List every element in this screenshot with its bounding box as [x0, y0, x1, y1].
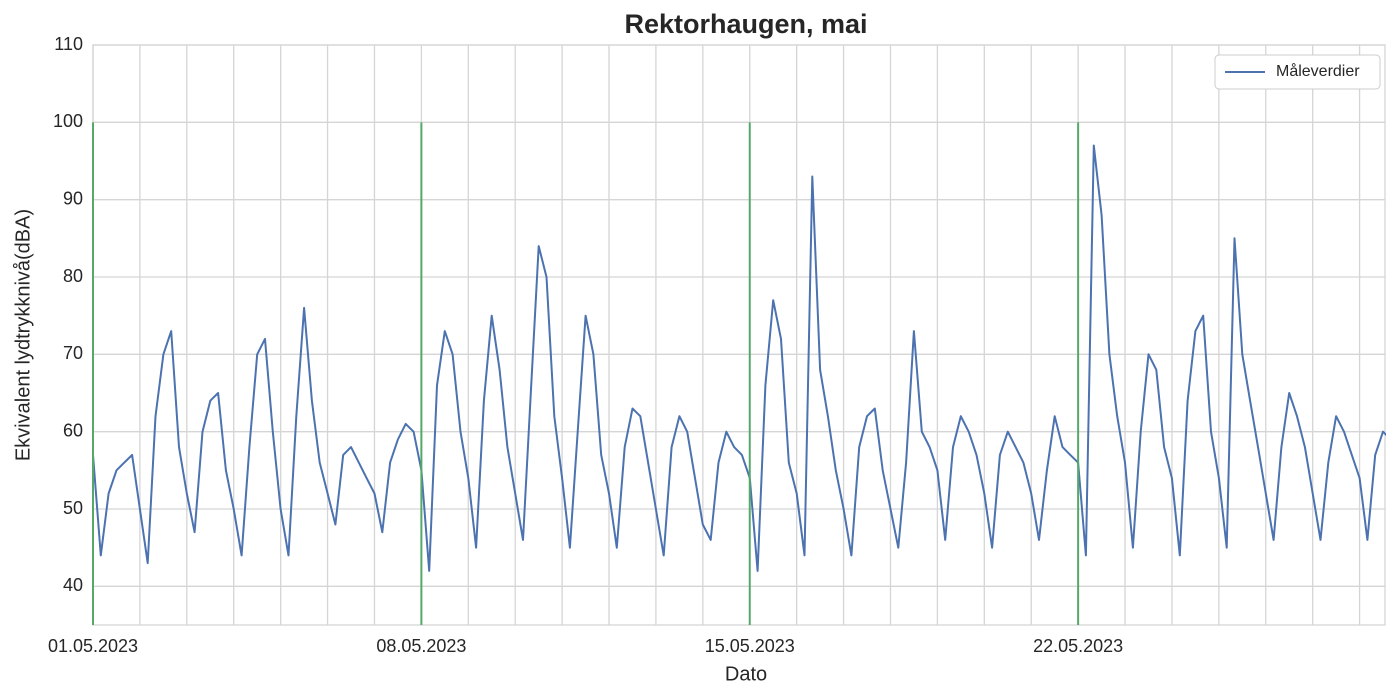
x-tick-label: 01.05.2023: [48, 636, 138, 656]
y-tick-label: 40: [63, 575, 83, 595]
x-tick-label: 22.05.2023: [1033, 636, 1123, 656]
x-axis-label: Dato: [725, 663, 767, 685]
legend-box: [1214, 54, 1381, 90]
y-axis-label: Ekvivalent lydtrykknivå(dBA): [12, 209, 34, 461]
y-tick-label: 70: [63, 343, 83, 363]
y-tick-label: 60: [63, 420, 83, 440]
y-tick-label: 80: [63, 266, 83, 286]
chart-title: Rektorhaugen, mai: [624, 9, 867, 39]
x-tick-label: 08.05.2023: [376, 636, 466, 656]
data-line: [92, 144, 1386, 572]
legend-label: Måleverdier: [1276, 62, 1360, 80]
y-tick-label: 110: [54, 34, 83, 54]
x-tick-label: 15.05.2023: [705, 636, 795, 656]
legend: Måleverdier: [1214, 54, 1381, 90]
y-tick-label: 90: [63, 188, 83, 208]
plot-frame: [92, 44, 1386, 626]
y-tick-label: 50: [63, 498, 83, 518]
y-tick-label: 100: [53, 111, 83, 131]
